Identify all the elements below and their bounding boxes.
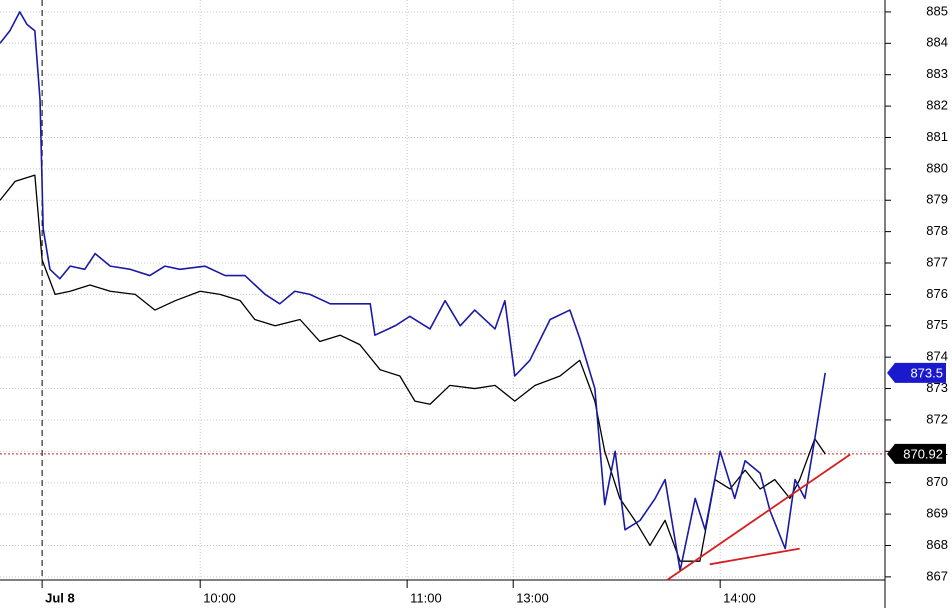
y-tick-label: 873 bbox=[926, 380, 948, 395]
x-tick-label: 13:00 bbox=[516, 590, 549, 605]
price-marker-label: 870.92 bbox=[903, 446, 943, 461]
y-tick-label: 880 bbox=[926, 160, 948, 175]
x-tick-label: Jul 8 bbox=[45, 590, 75, 605]
y-tick-label: 875 bbox=[926, 317, 948, 332]
y-tick-label: 872 bbox=[926, 411, 948, 426]
y-tick-label: 868 bbox=[926, 537, 948, 552]
price-marker-box bbox=[887, 443, 946, 464]
y-tick-label: 869 bbox=[926, 506, 948, 521]
price-line bbox=[0, 174, 826, 562]
y-tick-label: 877 bbox=[926, 254, 948, 269]
y-tick-label: 867 bbox=[926, 568, 948, 583]
y-tick-label: 883 bbox=[926, 66, 948, 81]
trend-line bbox=[709, 547, 800, 566]
x-tick-label: 14:00 bbox=[723, 590, 756, 605]
y-tick-label: 881 bbox=[926, 129, 948, 144]
x-tick-label: 10:00 bbox=[203, 590, 236, 605]
y-tick-label: 876 bbox=[926, 286, 948, 301]
y-tick-label: 870 bbox=[926, 474, 948, 489]
y-tick-label: 882 bbox=[926, 98, 948, 113]
price-line bbox=[0, 11, 826, 572]
trend-line bbox=[666, 453, 851, 581]
y-tick-label: 878 bbox=[926, 223, 948, 238]
y-tick-label: 874 bbox=[926, 349, 948, 364]
y-tick-label: 885 bbox=[926, 3, 948, 18]
y-tick-label: 884 bbox=[926, 35, 948, 50]
y-tick-label: 879 bbox=[926, 192, 948, 207]
price-marker-box bbox=[887, 362, 946, 383]
price-marker-label: 873.5 bbox=[910, 365, 943, 380]
x-tick-label: 11:00 bbox=[410, 590, 442, 605]
